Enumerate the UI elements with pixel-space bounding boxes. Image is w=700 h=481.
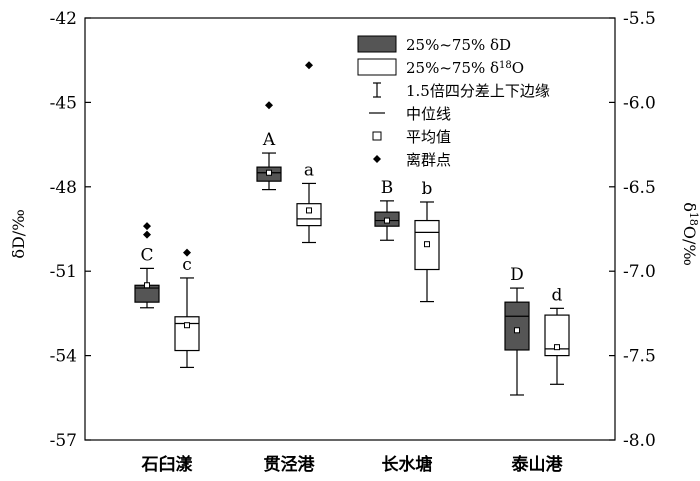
box-right-3: d xyxy=(544,285,570,385)
legend: 25%~75% δD 25%~75% δ18O 1.5倍四分差上下边缘中位线平均值离… xyxy=(357,35,550,169)
box-iqr xyxy=(504,301,530,351)
significance-letter: D xyxy=(510,265,524,285)
left-tick-label: -48 xyxy=(50,178,77,198)
boxes-layer: C A B Dc a b d xyxy=(134,61,570,396)
right-tick-label: -5.5 xyxy=(623,9,656,29)
legend-outlier-marker xyxy=(373,155,381,163)
mean-marker xyxy=(144,282,150,289)
left-tick-label: -51 xyxy=(50,262,77,282)
category-label: 贯泾港 xyxy=(264,454,316,475)
box-left-0: C xyxy=(134,222,160,309)
mean-marker xyxy=(554,344,560,351)
legend-label-mean: 平均值 xyxy=(406,128,451,146)
mean-marker xyxy=(306,207,312,214)
box-iqr xyxy=(296,203,322,227)
legend-label-d18o: 25%~75% δ18O xyxy=(406,59,524,77)
outlier-point xyxy=(143,222,151,231)
mean-marker xyxy=(424,241,430,248)
legend-swatch-d18o xyxy=(357,58,397,76)
box-right-0: c xyxy=(174,248,200,369)
right-axis-label: δ18O/‰ xyxy=(680,202,700,266)
left-tick-label: -54 xyxy=(50,347,77,367)
right-axis-ticks: -5.5 -6.0 -6.5 -7.0 -7.5 -8.0 xyxy=(609,9,656,451)
significance-letter: A xyxy=(262,130,276,150)
category-label: 长水塘 xyxy=(382,454,433,475)
right-tick-label: -6.5 xyxy=(623,178,656,198)
legend-label-outlier: 离群点 xyxy=(406,151,451,169)
box-left-3: D xyxy=(504,265,530,396)
legend-swatch-dd xyxy=(357,35,397,53)
right-tick-label: -7.5 xyxy=(623,347,656,367)
legend-label-whisker: 1.5倍四分差上下边缘 xyxy=(406,82,550,100)
outlier-point xyxy=(143,230,151,239)
box-left-2: B xyxy=(374,178,400,241)
right-tick-label: -8.0 xyxy=(623,431,656,451)
category-label: 石臼漾 xyxy=(141,454,194,475)
box-iqr xyxy=(174,316,200,352)
right-tick-label: -7.0 xyxy=(623,262,656,282)
mean-marker xyxy=(514,327,520,334)
left-axis-ticks: -42 -45 -48 -51 -54 -57 xyxy=(50,9,91,451)
left-tick-label: -42 xyxy=(50,9,77,29)
category-labels: 石臼漾 贯泾港 长水塘 泰山港 xyxy=(141,454,564,475)
legend-label-dd: 25%~75% δD xyxy=(406,36,511,54)
mean-marker xyxy=(266,169,272,176)
mean-marker xyxy=(184,322,190,329)
plot-frame xyxy=(84,17,616,441)
significance-letter: a xyxy=(304,160,314,180)
significance-letter: d xyxy=(552,285,563,305)
box-right-1: a xyxy=(296,61,322,244)
significance-letter: b xyxy=(422,179,433,199)
box-right-2: b xyxy=(414,179,440,303)
mean-marker xyxy=(384,217,390,224)
category-label: 泰山港 xyxy=(512,454,564,475)
right-tick-label: -6.0 xyxy=(623,93,656,113)
outlier-point xyxy=(183,248,191,257)
legend-label-median: 中位线 xyxy=(406,105,451,123)
significance-letter: C xyxy=(140,245,153,265)
box-left-1: A xyxy=(256,101,282,191)
outlier-point xyxy=(305,61,313,70)
significance-letter: B xyxy=(381,178,394,198)
left-tick-label: -45 xyxy=(50,93,77,113)
significance-letter: c xyxy=(182,255,192,275)
left-axis-label: δD/‰ xyxy=(9,209,28,258)
outlier-point xyxy=(265,101,273,110)
legend-mean-marker xyxy=(372,131,382,141)
left-tick-label: -57 xyxy=(50,431,77,451)
